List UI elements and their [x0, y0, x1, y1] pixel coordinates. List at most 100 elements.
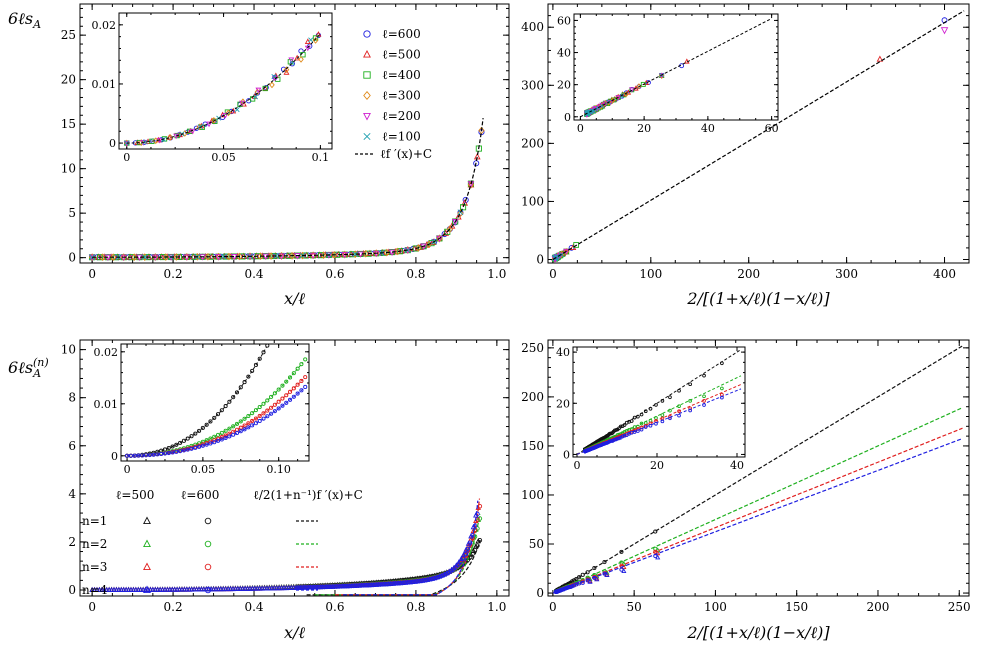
inset-tl-frame [118, 12, 333, 150]
data-point-ℓ=300 [173, 253, 180, 261]
inset-data-point-n=1 [204, 422, 209, 427]
data-point-ℓ=200 [467, 181, 475, 188]
data-point-ℓ=100-stroke [404, 247, 411, 254]
x-tick-label: 50 [627, 600, 642, 614]
inset-data-point-ℓ=400 [621, 92, 627, 98]
data-point-n1 [585, 570, 590, 575]
y-tick-label: 10 [61, 343, 76, 357]
inset-data-point-n=1 [227, 399, 232, 404]
inset-data-point-n=3 [250, 418, 255, 424]
legend-marker-n=1 [143, 516, 151, 525]
data-point-ℓ=500 [461, 199, 468, 206]
inset-data-point-n2 [702, 394, 706, 399]
data-point-ℓ=300 [110, 253, 117, 262]
inset-data-point-n=1 [223, 404, 228, 409]
inset-data-point-ℓ=100-stroke [197, 124, 203, 130]
data-point-n=4 [467, 540, 473, 545]
inset-data-point-ℓ=300 [211, 117, 217, 124]
x-tick-label: 200 [867, 600, 890, 614]
y-tick-label: 20 [556, 397, 570, 410]
y-axis-label-sub: A [32, 367, 41, 380]
inset-data-point-n2 [660, 413, 665, 417]
data-point-n=4 [456, 559, 462, 565]
data-point-ℓ=100-stroke [352, 251, 359, 258]
y-tick-label: 40 [557, 47, 571, 60]
data-point-ℓ=300 [99, 253, 106, 262]
inset-data-point-n=1 [185, 436, 190, 441]
inset-data-point-n=3 [295, 382, 300, 387]
legend-label: ℓ=600 [382, 27, 421, 41]
fit-curve-n=4 [343, 500, 479, 596]
legend-label: ℓ=100 [382, 130, 421, 144]
inset-data-point-n=3 [299, 378, 304, 384]
inset-data-point-ℓ=200 [255, 87, 262, 94]
inset-data-point-n=3 [242, 423, 247, 428]
x-axis-label: x/ℓ [284, 289, 305, 308]
inset-fit-line-n4 [576, 388, 742, 455]
inset-data-point-ℓ=100-stroke [308, 37, 314, 43]
inset-fit-curve [126, 33, 321, 144]
fit-line-n2 [552, 407, 963, 594]
data-point-n=1 [475, 538, 481, 544]
inset-data-point-n1 [632, 415, 637, 420]
data-point-ℓ=300 [162, 253, 169, 261]
inset-data-point-n=4 [276, 406, 281, 411]
inset-data-point-ℓ=100-stroke [271, 73, 277, 80]
x-tick-label: 0 [574, 459, 581, 472]
inset-data-point-n=1 [250, 368, 255, 373]
data-point-n=4 [455, 562, 461, 568]
inset-fit-curve-n=2 [127, 361, 304, 457]
inset-data-point-n=4 [227, 434, 232, 439]
data-point-outlier [940, 27, 949, 35]
inset-data-point-n=3 [303, 375, 308, 380]
x-tick-label: 300 [835, 267, 858, 281]
inset-data-point-n1 [618, 424, 623, 429]
inset-data-point-ℓ=100 [619, 93, 625, 99]
x-tick-label: 0 [124, 463, 131, 476]
inset-data-point-ℓ=100-stroke [234, 107, 240, 113]
data-point-ℓ=100 [352, 251, 359, 258]
inset-data-point-ℓ=300 [167, 134, 174, 141]
inset-data-point-ℓ=600 [202, 121, 208, 127]
data-point-ℓ=100 [220, 253, 227, 260]
data-point-ℓ=100 [141, 254, 148, 261]
legend-marker-ℓ=300 [363, 90, 371, 101]
legend-label: n=3 [82, 560, 107, 574]
data-point-n1 [574, 576, 579, 582]
inset-data-point-n=1 [219, 408, 224, 413]
inset-data-point-n=4 [215, 438, 221, 443]
inset-data-point-n=4 [253, 421, 258, 426]
inset-data-point-n=1 [212, 415, 217, 420]
inset-data-point-n=3 [215, 436, 221, 441]
x-tick-label: 100 [704, 600, 727, 614]
x-tick-label: 0.4 [244, 267, 263, 281]
inset-data-point-n=2 [284, 379, 289, 384]
inset-data-point-n=1 [166, 446, 171, 451]
inset-data-point-ℓ=100 [252, 94, 259, 100]
y-tick-label: 50 [529, 537, 544, 551]
inset-data-point-ℓ=500 [283, 69, 290, 75]
data-point-n=4 [463, 546, 469, 552]
x-tick-label: 0 [123, 151, 130, 164]
data-point-n=4 [458, 555, 464, 561]
fit-curve [92, 118, 484, 258]
legend-label: n=1 [82, 514, 107, 528]
inset-data-point-n=3 [291, 386, 296, 391]
inset-data-point-n=2 [242, 416, 247, 421]
data-point-ℓ=400 [428, 240, 435, 247]
y-tick-label: 0 [536, 253, 544, 267]
data-point-ℓ=300 [204, 252, 212, 261]
data-point-n1 [602, 559, 607, 565]
y-tick-label: 0 [563, 448, 570, 461]
y-tick-label: 0 [68, 583, 76, 597]
y-tick-label: 20 [61, 73, 76, 87]
data-point-ℓ=100-stroke [220, 253, 227, 260]
data-point-ℓ=300 [383, 248, 390, 257]
data-point-n1 [653, 529, 658, 534]
y-tick-label: 400 [521, 20, 544, 34]
inset-data-point-n=4 [246, 425, 251, 430]
data-point-ℓ=400 [96, 254, 104, 261]
y-tick-label: 0.01 [94, 398, 119, 411]
data-point-ℓ=400 [573, 242, 580, 248]
